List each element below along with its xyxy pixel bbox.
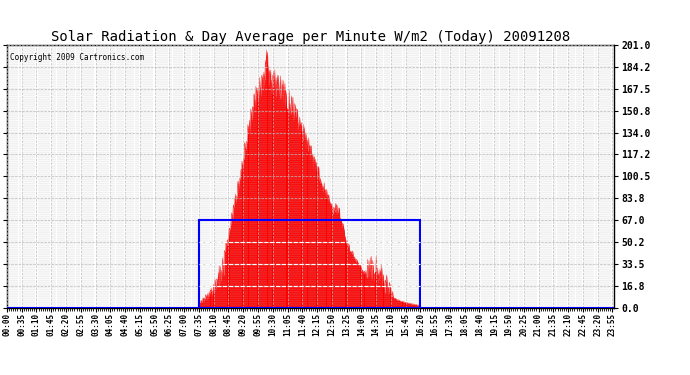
Title: Solar Radiation & Day Average per Minute W/m2 (Today) 20091208: Solar Radiation & Day Average per Minute… bbox=[51, 30, 570, 44]
Text: Copyright 2009 Cartronics.com: Copyright 2009 Cartronics.com bbox=[10, 53, 144, 62]
Bar bbox=[199, 220, 420, 308]
